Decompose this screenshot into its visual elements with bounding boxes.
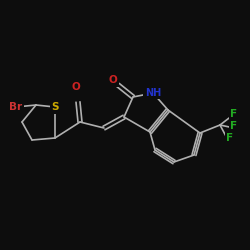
Text: O: O: [108, 75, 118, 85]
Text: F: F: [230, 109, 237, 119]
Text: F: F: [230, 121, 237, 131]
Text: O: O: [72, 82, 80, 92]
Text: Br: Br: [10, 102, 22, 112]
Text: F: F: [226, 133, 234, 143]
Text: NH: NH: [145, 88, 161, 98]
Text: S: S: [51, 102, 59, 112]
